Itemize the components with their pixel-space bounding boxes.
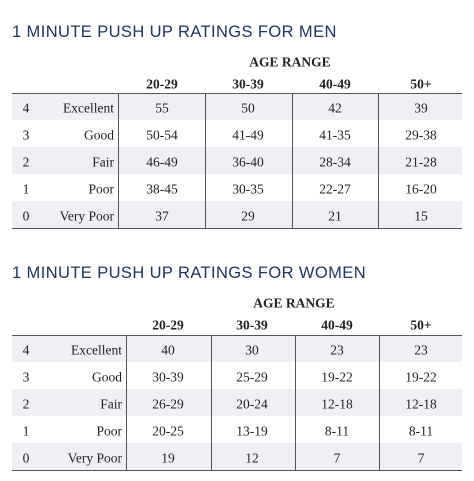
value: 19 — [161, 449, 175, 465]
value: 7 — [333, 449, 341, 465]
column-header: 40-49 — [321, 317, 353, 333]
value: 39 — [414, 99, 428, 115]
value: 38-45 — [146, 180, 178, 196]
value: 23 — [414, 341, 428, 357]
level: 1 — [22, 180, 30, 196]
value: 20-24 — [236, 395, 268, 411]
level: 2 — [22, 153, 30, 169]
table-title: 1 MINUTE PUSH UP RATINGS FOR MEN — [12, 22, 337, 41]
row-shade — [12, 443, 462, 470]
column-divider — [118, 93, 119, 228]
rating: Excellent — [63, 99, 114, 115]
value: 21 — [328, 207, 342, 223]
level: 2 — [22, 395, 30, 411]
column-header: 40-49 — [319, 76, 351, 92]
value: 29-38 — [405, 126, 437, 142]
group-header: AGE RANGE — [249, 54, 331, 70]
value: 12-18 — [405, 395, 437, 411]
value: 22-27 — [319, 180, 351, 196]
column-header: 50+ — [410, 317, 432, 333]
value: 46-49 — [146, 153, 178, 169]
column-header: 30-39 — [236, 317, 268, 333]
column-divider — [378, 93, 379, 228]
row-shade — [12, 147, 462, 174]
value: 19-22 — [321, 368, 353, 384]
value: 21-28 — [405, 153, 437, 169]
rating: Poor — [96, 422, 122, 438]
column-header: 20-29 — [152, 317, 184, 333]
value: 41-49 — [232, 126, 264, 142]
level: 0 — [22, 449, 30, 465]
value: 42 — [328, 99, 342, 115]
row-shade — [12, 201, 462, 228]
value: 12 — [245, 449, 259, 465]
table-bottom-rule — [12, 470, 462, 471]
column-divider — [295, 335, 296, 470]
value: 13-19 — [236, 422, 268, 438]
value: 23 — [330, 341, 344, 357]
value: 12-18 — [321, 395, 353, 411]
level: 4 — [22, 341, 30, 357]
rating: Poor — [88, 180, 114, 196]
value: 50-54 — [146, 126, 178, 142]
table-title: 1 MINUTE PUSH UP RATINGS FOR WOMEN — [12, 263, 367, 282]
level: 1 — [22, 422, 30, 438]
value: 15 — [414, 207, 428, 223]
column-divider — [379, 335, 380, 470]
value: 36-40 — [232, 153, 264, 169]
rating: Good — [92, 368, 122, 384]
column-divider — [292, 93, 293, 228]
rating: Fair — [92, 153, 114, 169]
level: 0 — [22, 207, 30, 223]
value: 30-35 — [232, 180, 264, 196]
value: 30-39 — [152, 368, 184, 384]
value: 25-29 — [236, 368, 268, 384]
level: 3 — [22, 126, 30, 142]
value: 7 — [417, 449, 425, 465]
rating: Fair — [100, 395, 122, 411]
value: 8-11 — [408, 422, 434, 438]
level: 3 — [22, 368, 30, 384]
value: 29 — [241, 207, 255, 223]
value: 50 — [241, 99, 255, 115]
value: 30 — [245, 341, 259, 357]
value: 20-25 — [152, 422, 184, 438]
value: 19-22 — [405, 368, 437, 384]
table-bottom-rule — [12, 228, 462, 229]
rating: Excellent — [71, 341, 122, 357]
value: 28-34 — [319, 153, 351, 169]
table-top-rule — [12, 93, 462, 94]
value: 40 — [161, 341, 175, 357]
column-divider — [126, 335, 127, 470]
value: 55 — [155, 99, 169, 115]
rating: Good — [84, 126, 114, 142]
value: 41-35 — [319, 126, 351, 142]
column-header: 20-29 — [146, 76, 178, 92]
column-header: 30-39 — [232, 76, 264, 92]
group-header: AGE RANGE — [253, 295, 335, 311]
value: 37 — [155, 207, 169, 223]
value: 16-20 — [405, 180, 437, 196]
row-shade — [12, 389, 462, 416]
row-shade — [12, 93, 462, 120]
value: 26-29 — [152, 395, 184, 411]
rating: Very Poor — [59, 207, 114, 223]
column-divider — [205, 93, 206, 228]
value: 8-11 — [324, 422, 350, 438]
row-shade — [12, 335, 462, 362]
table-top-rule — [12, 335, 462, 336]
column-divider — [211, 335, 212, 470]
level: 4 — [22, 99, 30, 115]
column-header: 50+ — [410, 76, 432, 92]
rating: Very Poor — [67, 449, 122, 465]
